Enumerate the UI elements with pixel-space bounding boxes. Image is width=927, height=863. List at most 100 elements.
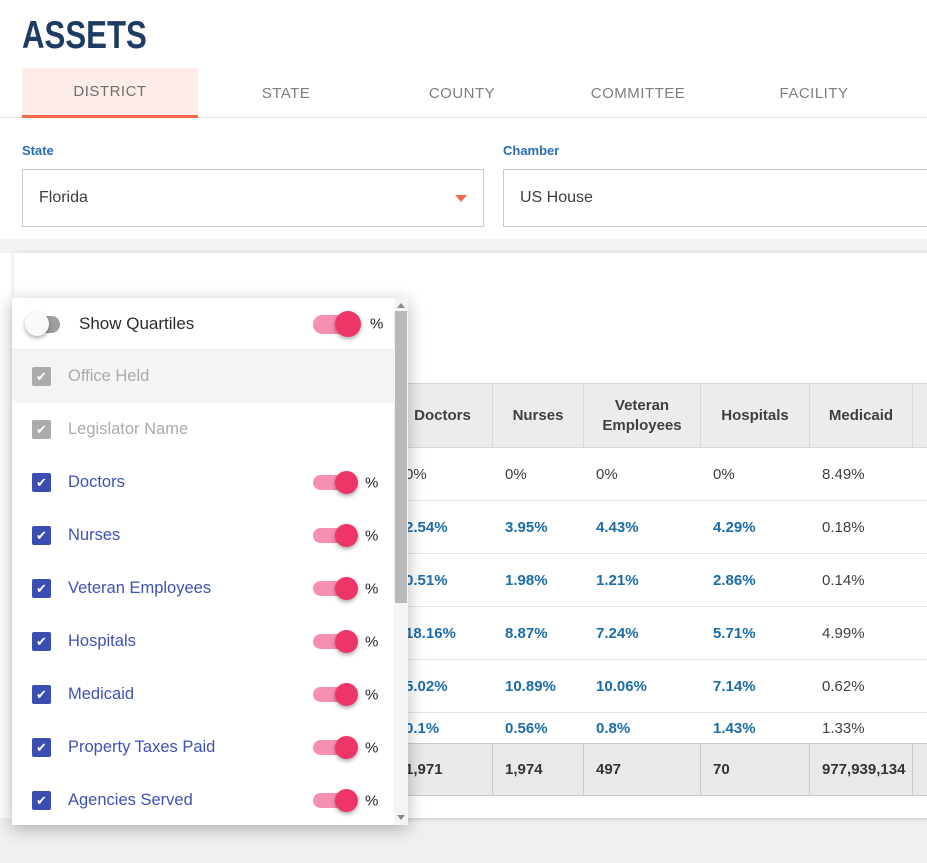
label-doctors: Doctors — [68, 473, 125, 491]
table-row-3-col4[interactable]: 1.21% — [596, 571, 639, 589]
toggle-knob — [335, 683, 358, 706]
dropdown-caret-icon — [455, 195, 467, 202]
table-total-row-col7 — [913, 744, 927, 795]
checkbox-agencies-served[interactable]: ✔ — [32, 791, 51, 810]
chamber-select-value: US House — [520, 189, 593, 206]
table-row-3-col7 — [913, 554, 927, 606]
percent-label-property-taxes-paid: % — [365, 739, 379, 756]
table-header-col5: Hospitals — [701, 384, 810, 447]
table-row-4-col2[interactable]: 18.16% — [405, 624, 456, 642]
label-legislator-name: Legislator Name — [68, 420, 189, 438]
top-divider-band — [0, 239, 927, 253]
table-row-1-col4: 0% — [596, 465, 618, 483]
toggle-knob — [335, 577, 358, 600]
label-property-taxes-paid: Property Taxes Paid — [68, 738, 216, 756]
table-row-4-col7 — [913, 607, 927, 659]
table-row-4-col4[interactable]: 7.24% — [596, 624, 639, 642]
table-row-3-col3[interactable]: 1.98% — [505, 571, 548, 589]
show-quartiles-toggle[interactable] — [25, 312, 63, 337]
show-quartiles-label: Show Quartiles — [79, 313, 195, 333]
quartiles-percent-toggle[interactable] — [313, 311, 361, 338]
tab-committee[interactable]: COMMITTEE — [590, 84, 686, 102]
checkbox-office-held: ✔ — [32, 367, 51, 386]
tab-county[interactable]: COUNTY — [428, 84, 496, 102]
percent-toggle-property-taxes-paid[interactable] — [313, 736, 358, 760]
table-row-3-col6: 0.14% — [822, 571, 865, 589]
percent-toggle-hospitals[interactable] — [313, 630, 358, 654]
table-row-5-col3[interactable]: 10.89% — [505, 677, 556, 695]
table-row-2-col5[interactable]: 4.29% — [713, 518, 756, 536]
state-filter: State Florida — [22, 143, 484, 227]
toggle-knob — [335, 311, 361, 337]
table-row-1-col6: 8.49% — [822, 465, 865, 483]
tab-bar: DISTRICT STATE COUNTY COMMITTEE FACILITY — [0, 68, 927, 118]
percent-toggle-nurses[interactable] — [313, 524, 358, 548]
table-row-6-col3[interactable]: 0.56% — [505, 719, 548, 737]
table-row-6-col4[interactable]: 0.8% — [596, 719, 631, 737]
column-item-nurses: ✔ Nurses% — [12, 509, 408, 562]
table-total-row-col2: 1,971 — [393, 744, 493, 795]
table-row-3-col5[interactable]: 2.86% — [713, 571, 756, 589]
scroll-up-icon[interactable] — [397, 303, 405, 308]
checkbox-doctors[interactable]: ✔ — [32, 473, 51, 492]
table-header-col6: Medicaid — [810, 384, 913, 447]
percent-toggle-doctors[interactable] — [313, 471, 358, 495]
column-item-veteran-employees: ✔ Veteran Employees% — [12, 562, 408, 615]
percent-toggle-agencies-served[interactable] — [313, 789, 358, 813]
scrollbar-thumb[interactable] — [395, 311, 407, 603]
table-row-2-col7 — [913, 501, 927, 553]
toggle-knob — [335, 789, 358, 812]
chamber-select[interactable]: US House — [503, 169, 927, 227]
table-row-5-col6: 0.62% — [822, 677, 865, 695]
label-medicaid: Medicaid — [68, 685, 135, 703]
table-row-5-col5[interactable]: 7.14% — [713, 677, 756, 695]
table-row-4-col5[interactable]: 5.71% — [713, 624, 756, 642]
column-item-agencies-served: ✔ Agencies Served% — [12, 774, 408, 825]
popup-item-list: ✔ Office Held ✔ Legislator Name ✔ Doctors% ✔ Nu… — [12, 350, 408, 825]
table-row-6-col5[interactable]: 1.43% — [713, 719, 756, 737]
table-total-row-col3: 1,974 — [493, 744, 584, 795]
show-quartiles-row: Show Quartiles % — [12, 298, 408, 350]
table-row-4-col3[interactable]: 8.87% — [505, 624, 548, 642]
tab-district[interactable]: DISTRICT — [22, 68, 198, 118]
column-item-legislator-name: ✔ Legislator Name — [12, 403, 408, 456]
percent-toggle-medicaid[interactable] — [313, 683, 358, 707]
scroll-down-icon[interactable] — [397, 815, 405, 820]
column-item-hospitals: ✔ Hospitals% — [12, 615, 408, 668]
table-row-2-col3[interactable]: 3.95% — [505, 518, 548, 536]
page-title: ASSETS — [22, 14, 147, 57]
tab-facility[interactable]: FACILITY — [779, 84, 849, 102]
table-row-4-col6: 4.99% — [822, 624, 865, 642]
table-row-2-col2[interactable]: 2.54% — [405, 518, 448, 536]
table-total-row-col4: 497 — [584, 744, 701, 795]
chamber-filter: Chamber US House — [503, 143, 927, 227]
table-row-5-col2[interactable]: 5.02% — [405, 677, 448, 695]
checkbox-nurses[interactable]: ✔ — [32, 526, 51, 545]
checkbox-property-taxes-paid[interactable]: ✔ — [32, 738, 51, 757]
column-item-office-held: ✔ Office Held — [12, 350, 408, 403]
percent-label-hospitals: % — [365, 633, 379, 650]
toggle-knob — [335, 471, 358, 494]
checkbox-medicaid[interactable]: ✔ — [32, 685, 51, 704]
checkbox-hospitals[interactable]: ✔ — [32, 632, 51, 651]
percent-toggle-veteran-employees[interactable] — [313, 577, 358, 601]
checkbox-veteran-employees[interactable]: ✔ — [32, 579, 51, 598]
table-header-col4: Veteran Employees — [584, 384, 701, 447]
table-row-2-col4[interactable]: 4.43% — [596, 518, 639, 536]
column-item-doctors: ✔ Doctors% — [12, 456, 408, 509]
quartiles-percent-label: % — [370, 315, 384, 332]
table-row-5-col4[interactable]: 10.06% — [596, 677, 647, 695]
table-row-3-col2[interactable]: 0.51% — [405, 571, 448, 589]
state-label: State — [22, 143, 54, 158]
toggle-knob — [335, 524, 358, 547]
percent-label-nurses: % — [365, 527, 379, 544]
chamber-label: Chamber — [503, 143, 560, 158]
label-hospitals: Hospitals — [68, 632, 136, 650]
toggle-knob — [335, 630, 358, 653]
state-select-value: Florida — [39, 189, 88, 206]
state-select[interactable]: Florida — [22, 169, 484, 227]
tab-state[interactable]: STATE — [261, 84, 311, 102]
table-total-row-col6: 977,939,134 — [810, 744, 913, 795]
table-row-6-col2[interactable]: 0.1% — [405, 719, 440, 737]
